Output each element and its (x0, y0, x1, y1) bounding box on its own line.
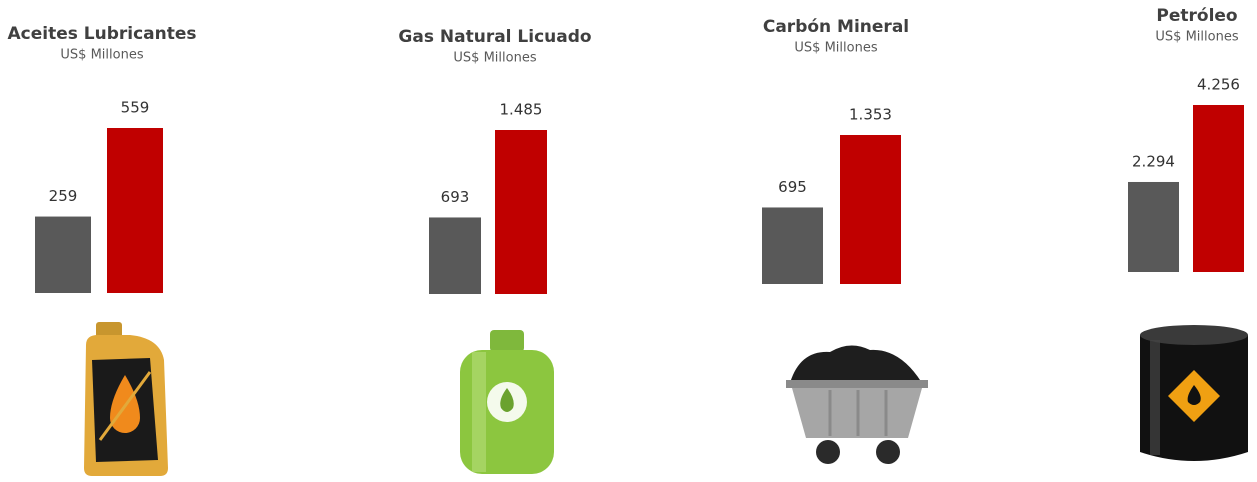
chart-title: Petróleo (1156, 6, 1237, 26)
value-label: 2.294 (1132, 152, 1175, 170)
oil-bottle-icon (84, 322, 168, 476)
coal-cart-icon (786, 345, 928, 464)
chart-title: Gas Natural Licuado (398, 27, 591, 47)
bar (107, 128, 163, 293)
gas-cylinder-icon (460, 330, 554, 474)
value-label: 1.353 (849, 106, 892, 124)
chart-subtitle: US$ Millones (60, 48, 143, 63)
bar (495, 130, 547, 294)
bar (762, 207, 823, 284)
value-label: 559 (121, 99, 150, 117)
chart-title: Aceites Lubricantes (7, 24, 196, 44)
bar (429, 217, 481, 294)
chart-title: Carbón Mineral (763, 17, 909, 37)
value-label: 4.256 (1197, 76, 1240, 94)
chart-subtitle: US$ Millones (1155, 30, 1238, 45)
value-label: 693 (441, 188, 470, 206)
chart-subtitle: US$ Millones (794, 41, 877, 56)
value-label: 695 (778, 178, 807, 196)
value-label: 1.485 (500, 101, 543, 119)
bar (1193, 105, 1244, 272)
chart-subtitle: US$ Millones (453, 51, 536, 66)
bar (35, 216, 91, 293)
bar (1128, 181, 1179, 272)
bar (840, 135, 901, 284)
value-label: 259 (49, 187, 78, 205)
oil-barrel-icon (1140, 325, 1248, 461)
